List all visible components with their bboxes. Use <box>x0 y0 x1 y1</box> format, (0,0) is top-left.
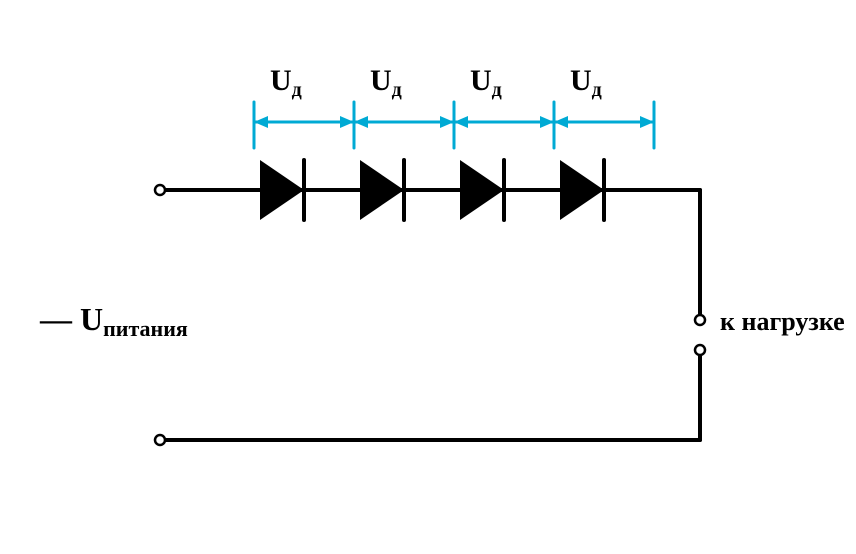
svg-text:Uд: Uд <box>570 64 602 101</box>
svg-text:Uд: Uд <box>470 64 502 101</box>
supply-voltage-label: — Uпитания <box>39 301 188 341</box>
svg-text:Uд: Uд <box>270 64 302 101</box>
load-label: к нагрузке <box>720 307 845 336</box>
svg-text:Uд: Uд <box>370 64 402 101</box>
circuit-diagram: Uд Uд Uд Uд — Uпитания к нагрузке <box>0 0 856 554</box>
